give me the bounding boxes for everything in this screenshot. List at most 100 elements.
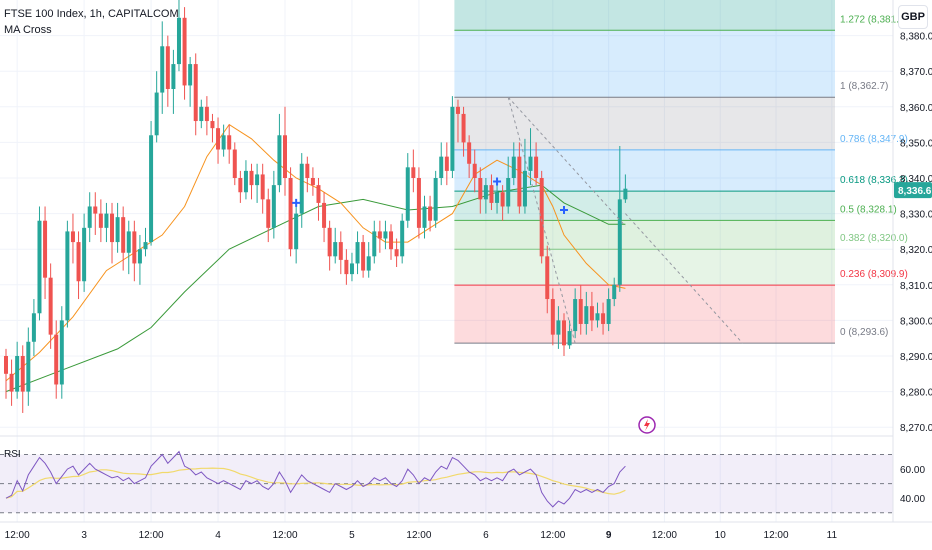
rsi-label[interactable]: RSI: [4, 449, 21, 460]
candle-body: [539, 178, 544, 257]
last-price-label: 8,336.6: [898, 186, 932, 197]
candle-body: [394, 249, 399, 257]
candle-body: [227, 135, 232, 150]
price-axis: 8,380.0 8,370.0 8,360.0 8,350.0 8,340.0 8,330…: [892, 0, 932, 522]
fib-zone: [454, 149, 835, 192]
candle-body: [623, 188, 628, 200]
candle-body: [37, 220, 42, 314]
candle-body: [137, 249, 142, 264]
candle-body: [204, 106, 209, 122]
candle-body: [266, 199, 271, 228]
fibonacci-labels: 1.272 (8,381.5) 1 (8,362.7) 0.786 (8,347.9…: [840, 14, 908, 338]
candle-body: [188, 64, 193, 86]
price-tick-label: 8,300.0: [900, 316, 932, 327]
candle-body: [70, 231, 75, 243]
ma-cross-markers: [292, 177, 568, 215]
candle-body: [366, 256, 371, 271]
price-tick-label: 8,360.0: [900, 103, 932, 114]
candle-body: [98, 213, 103, 228]
candle-body: [422, 206, 427, 228]
candle-body: [82, 227, 87, 282]
candle-body: [65, 231, 70, 321]
price-tick-label: 8,340.0: [900, 174, 932, 185]
dashed-trend-line: [507, 96, 626, 227]
candle-body: [444, 156, 449, 171]
candle-body: [450, 106, 455, 171]
candle-body: [517, 156, 522, 207]
chart-title: FTSE 100 Index, 1h, CAPITALCOM: [4, 8, 179, 20]
candle-body: [216, 128, 221, 150]
candle-body: [556, 320, 561, 335]
fib-zone: [454, 220, 835, 250]
candle-body: [271, 185, 276, 228]
fib-label: 1 (8,362.7): [840, 81, 888, 92]
candle-body: [249, 170, 254, 186]
fib-zone: [454, 97, 835, 150]
candle-body: [199, 106, 204, 122]
fib-zone: [454, 249, 835, 286]
candle-body: [15, 356, 20, 392]
rsi-ma-line: [5, 467, 626, 499]
dashed-trend-line: [625, 213, 743, 344]
candle-body: [243, 170, 248, 193]
event-icon[interactable]: [638, 416, 656, 434]
candle-body: [26, 341, 31, 392]
candle-body: [573, 299, 578, 332]
fib-zone: [454, 0, 835, 31]
candle-body: [193, 64, 198, 122]
cross-marker: [560, 206, 568, 215]
candle-body: [595, 313, 600, 321]
price-tick-label: 8,290.0: [900, 352, 932, 363]
candle-body: [260, 174, 265, 200]
candle-body: [344, 259, 349, 275]
candle-body: [126, 231, 131, 253]
fib-zone: [454, 191, 835, 221]
candle-body: [606, 299, 611, 324]
rsi-tick-label: 40.00: [900, 494, 925, 505]
candle-body: [149, 135, 154, 243]
candle-body: [110, 213, 115, 243]
candle-body: [165, 46, 170, 89]
candle-body: [578, 299, 583, 324]
candle-body: [54, 334, 59, 385]
candle-body: [43, 220, 48, 278]
candle-body: [545, 256, 550, 300]
time-tick-label: 11: [827, 530, 838, 541]
candle-body: [87, 206, 92, 228]
candle-body: [428, 206, 433, 221]
time-tick-label: 12:00: [764, 530, 789, 541]
candle-body: [355, 242, 360, 264]
candle-body: [255, 174, 260, 186]
time-tick-label: 4: [215, 530, 221, 541]
candle-body: [405, 167, 410, 221]
dashed-trend-line: [507, 97, 576, 344]
candle-body: [171, 64, 176, 89]
candle-body: [511, 156, 516, 178]
currency-button[interactable]: GBP: [898, 5, 928, 29]
indicator-label[interactable]: MA Cross: [4, 24, 52, 36]
rsi-tick-label: 60.00: [900, 465, 925, 476]
time-tick-label: 9: [606, 530, 612, 541]
candle-body: [562, 320, 566, 346]
price-tick-label: 8,330.0: [900, 210, 932, 221]
candle-body: [461, 113, 466, 143]
candle-body: [232, 149, 237, 178]
candle-body: [567, 331, 572, 346]
candle-body: [433, 178, 438, 221]
candle-body: [467, 142, 472, 164]
candle-body: [4, 356, 8, 374]
candle-body: [20, 356, 25, 392]
time-tick-label: 12:00: [272, 530, 297, 541]
candle-body: [182, 17, 187, 86]
candle-body: [550, 299, 555, 335]
candle-body: [143, 242, 148, 250]
candlestick-series: [4, 0, 628, 413]
candle-body: [455, 106, 460, 114]
candle-body: [522, 170, 527, 207]
chart-misc: [638, 416, 656, 434]
price-tick-label: 8,280.0: [900, 388, 932, 399]
time-tick-label: 6: [483, 530, 489, 541]
candle-body: [534, 156, 539, 178]
time-tick-label: 5: [349, 530, 355, 541]
